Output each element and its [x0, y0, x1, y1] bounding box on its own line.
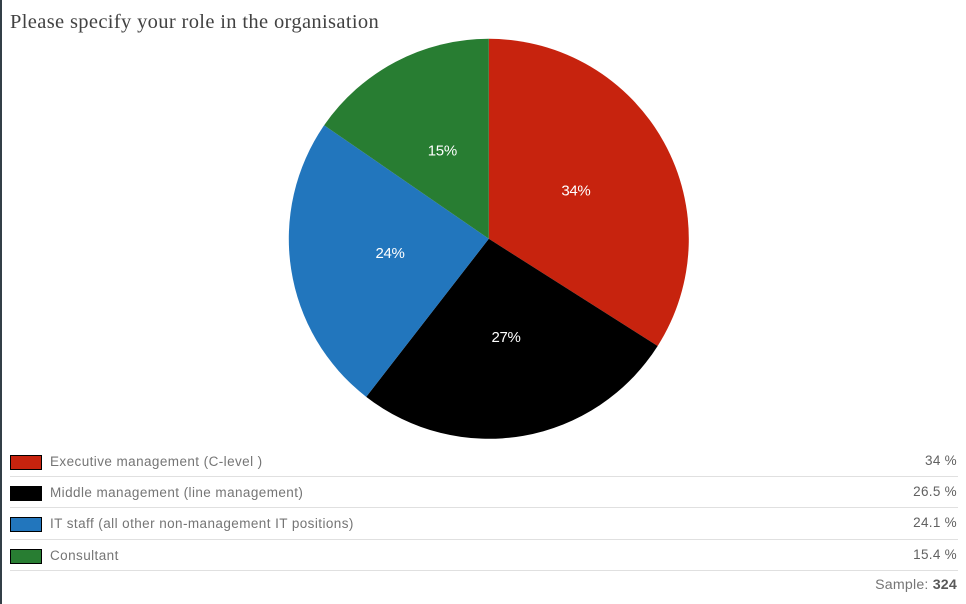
svg-text:24%: 24%	[375, 245, 404, 262]
svg-text:27%: 27%	[491, 329, 520, 346]
svg-text:34%: 34%	[561, 183, 590, 200]
svg-text:15%: 15%	[428, 142, 457, 159]
